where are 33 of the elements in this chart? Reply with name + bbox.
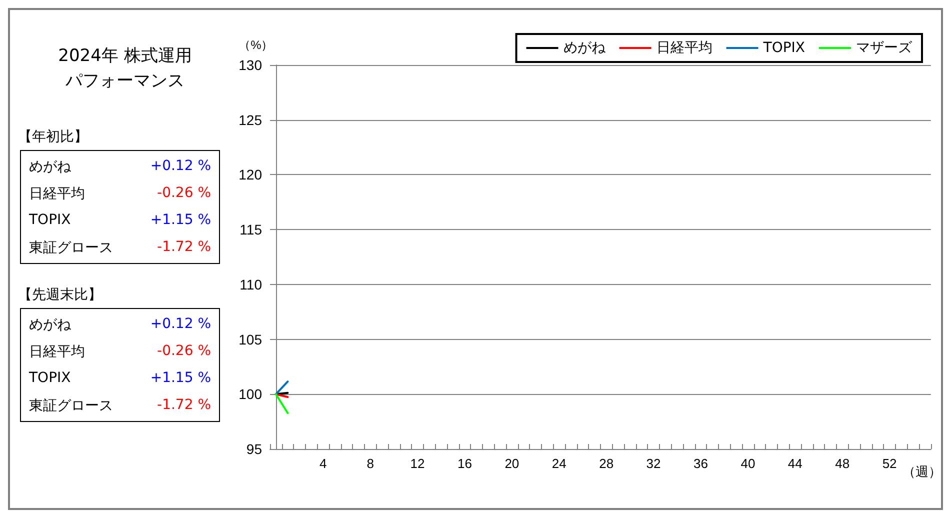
x-tick-label: 20 (504, 456, 520, 471)
x-tick-label: 16 (457, 456, 472, 471)
text: 2024年 株式運用 (57, 45, 193, 68)
x-tick-label: 32 (646, 456, 661, 471)
y-axis-title: （%） (238, 38, 274, 52)
y-tick-label: 120 (238, 166, 262, 183)
text: パフォーマンス (64, 70, 186, 93)
legend-label: 日経平均 (656, 40, 712, 56)
x-tick-label: 52 (882, 456, 897, 471)
y-tick-label: 115 (240, 222, 262, 238)
y-tick-label: 130 (238, 57, 262, 73)
y-tick-label: 110 (240, 276, 262, 292)
legend-label: マザーズ (856, 40, 913, 56)
legend-label: めがね (563, 40, 606, 56)
text: 【先週末比】 (18, 286, 102, 304)
x-tick-label: 40 (740, 456, 756, 471)
text: 【年初比】 (18, 128, 88, 146)
x-tick-label: 48 (835, 456, 850, 471)
x-tick-label: 44 (788, 456, 802, 471)
legend-label: TOPIX (762, 40, 806, 56)
x-tick-label: 4 (319, 456, 327, 471)
x-tick-label: 8 (366, 456, 374, 471)
summary-table: めがね +0.12 % 日経平均 -0.26 % TOPIX +1.15 % 東証グロース -1.72 % (20, 150, 220, 264)
y-tick-label: 105 (238, 331, 262, 348)
y-tick-label: 95 (246, 441, 262, 457)
summary-table: めがね +0.12 % 日経平均 -0.26 % TOPIX +1.15 % 東証グロース -1.72 % (20, 308, 220, 422)
x-tick-label: 24 (552, 456, 566, 471)
x-tick-label: 12 (410, 456, 425, 471)
x-tick-label: 28 (599, 456, 614, 471)
y-tick-label: 125 (238, 112, 262, 128)
x-tick-label: 36 (694, 456, 708, 471)
x-axis-title: （週） (902, 464, 942, 479)
y-tick-label: 100 (238, 386, 262, 402)
